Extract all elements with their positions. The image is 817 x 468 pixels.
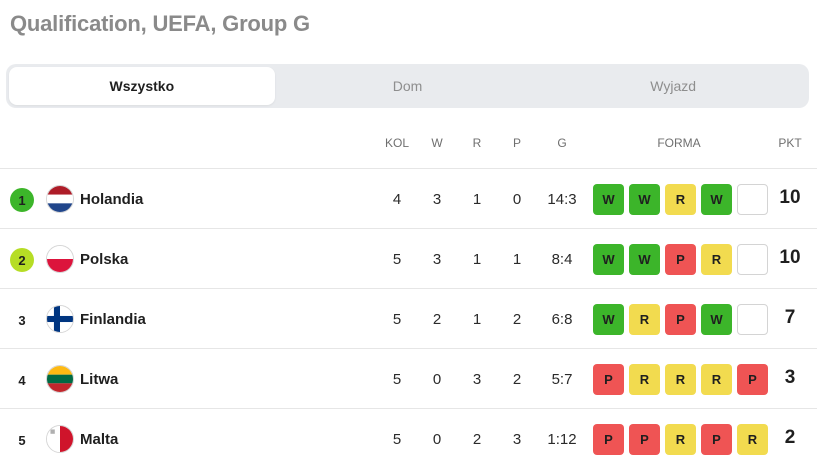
losses: 0 — [512, 191, 522, 208]
points: 10 — [779, 247, 801, 268]
form-strip: W R P W — [593, 304, 768, 335]
table-row[interactable]: 5 Malta 5 0 2 3 1:12 P P R P R 2 — [0, 408, 817, 468]
draws: 3 — [472, 371, 482, 388]
points: 3 — [784, 367, 796, 388]
wins: 3 — [432, 191, 442, 208]
form-upcoming[interactable] — [737, 184, 768, 215]
table-row[interactable]: 1 Holandia 4 3 1 0 14:3 W W R W 10 — [0, 168, 817, 228]
wins: 2 — [432, 311, 442, 328]
form-loss[interactable]: P — [665, 244, 696, 275]
form-strip: P P R P R — [593, 424, 768, 455]
lithuania-flag-icon — [46, 365, 74, 393]
tab-dom[interactable]: Dom — [392, 78, 423, 94]
form-loss[interactable]: P — [593, 364, 624, 395]
matches-played: 5 — [392, 311, 402, 328]
team-name[interactable]: Malta — [80, 431, 119, 448]
form-draw[interactable]: R — [629, 304, 660, 335]
position-badge: 4 — [18, 372, 26, 388]
form-strip: P R R R P — [593, 364, 768, 395]
form-win[interactable]: W — [593, 304, 624, 335]
wins: 0 — [432, 371, 442, 388]
team-name[interactable]: Holandia — [80, 191, 144, 208]
form-upcoming[interactable] — [737, 244, 768, 275]
form-draw[interactable]: R — [701, 244, 732, 275]
table-header: KOL W R P G FORMA PKT — [0, 130, 817, 158]
col-header-pkt: PKT — [778, 136, 802, 150]
team-name[interactable]: Finlandia — [80, 311, 146, 328]
form-win[interactable]: W — [701, 184, 732, 215]
team-name[interactable]: Polska — [80, 251, 129, 268]
form-strip: W W P R — [593, 244, 768, 275]
form-draw[interactable]: R — [665, 184, 696, 215]
form-loss[interactable]: P — [737, 364, 768, 395]
draws: 2 — [472, 431, 482, 448]
team-name[interactable]: Litwa — [80, 371, 119, 388]
points: 10 — [779, 187, 801, 208]
form-loss[interactable]: P — [629, 424, 660, 455]
matches-played: 4 — [392, 191, 402, 208]
venue-tabs: Wszystko Dom Wyjazd — [6, 64, 809, 108]
wins: 0 — [432, 431, 442, 448]
losses: 3 — [512, 431, 522, 448]
col-header-forma: FORMA — [657, 136, 701, 150]
form-win[interactable]: W — [593, 244, 624, 275]
position-badge: 1 — [10, 188, 34, 212]
losses: 2 — [512, 371, 522, 388]
form-upcoming[interactable] — [737, 304, 768, 335]
netherlands-flag-icon — [46, 185, 74, 213]
goals: 1:12 — [547, 431, 577, 448]
draws: 1 — [472, 251, 482, 268]
form-draw[interactable]: R — [701, 364, 732, 395]
finland-flag-icon — [46, 305, 74, 333]
table-row[interactable]: 2 Polska 5 3 1 1 8:4 W W P R 10 — [0, 228, 817, 288]
matches-played: 5 — [392, 371, 402, 388]
form-draw[interactable]: R — [737, 424, 768, 455]
losses: 2 — [512, 311, 522, 328]
form-loss[interactable]: P — [665, 304, 696, 335]
points: 2 — [784, 427, 796, 448]
table-row[interactable]: 4 Litwa 5 0 3 2 5:7 P R R R P 3 — [0, 348, 817, 408]
draws: 1 — [472, 311, 482, 328]
form-loss[interactable]: P — [701, 424, 732, 455]
form-draw[interactable]: R — [629, 364, 660, 395]
goals: 5:7 — [551, 371, 573, 388]
position-badge: 2 — [10, 248, 34, 272]
col-header-kol: KOL — [384, 136, 410, 150]
form-draw[interactable]: R — [665, 424, 696, 455]
col-header-w: W — [431, 136, 443, 150]
standings-table: 1 Holandia 4 3 1 0 14:3 W W R W 10 2 — [0, 168, 817, 468]
losses: 1 — [512, 251, 522, 268]
draws: 1 — [472, 191, 482, 208]
goals: 14:3 — [547, 191, 577, 208]
col-header-g: G — [557, 136, 567, 150]
points: 7 — [784, 307, 796, 328]
page-title: Qualification, UEFA, Group G — [10, 11, 310, 36]
matches-played: 5 — [392, 251, 402, 268]
position-badge: 3 — [18, 312, 26, 328]
form-win[interactable]: W — [629, 184, 660, 215]
form-draw[interactable]: R — [665, 364, 696, 395]
goals: 6:8 — [551, 311, 573, 328]
poland-flag-icon — [46, 245, 74, 273]
tab-wszystko[interactable]: Wszystko — [9, 67, 275, 105]
form-win[interactable]: W — [629, 244, 660, 275]
goals: 8:4 — [551, 251, 573, 268]
matches-played: 5 — [392, 431, 402, 448]
form-strip: W W R W — [593, 184, 768, 215]
malta-flag-icon — [46, 425, 74, 453]
form-win[interactable]: W — [701, 304, 732, 335]
form-loss[interactable]: P — [593, 424, 624, 455]
position-badge: 5 — [18, 432, 26, 448]
col-header-r: R — [472, 136, 482, 150]
form-win[interactable]: W — [593, 184, 624, 215]
wins: 3 — [432, 251, 442, 268]
table-row[interactable]: 3 Finlandia 5 2 1 2 6:8 W R P W 7 — [0, 288, 817, 348]
tab-wyjazd[interactable]: Wyjazd — [650, 78, 697, 94]
col-header-p: P — [512, 136, 522, 150]
